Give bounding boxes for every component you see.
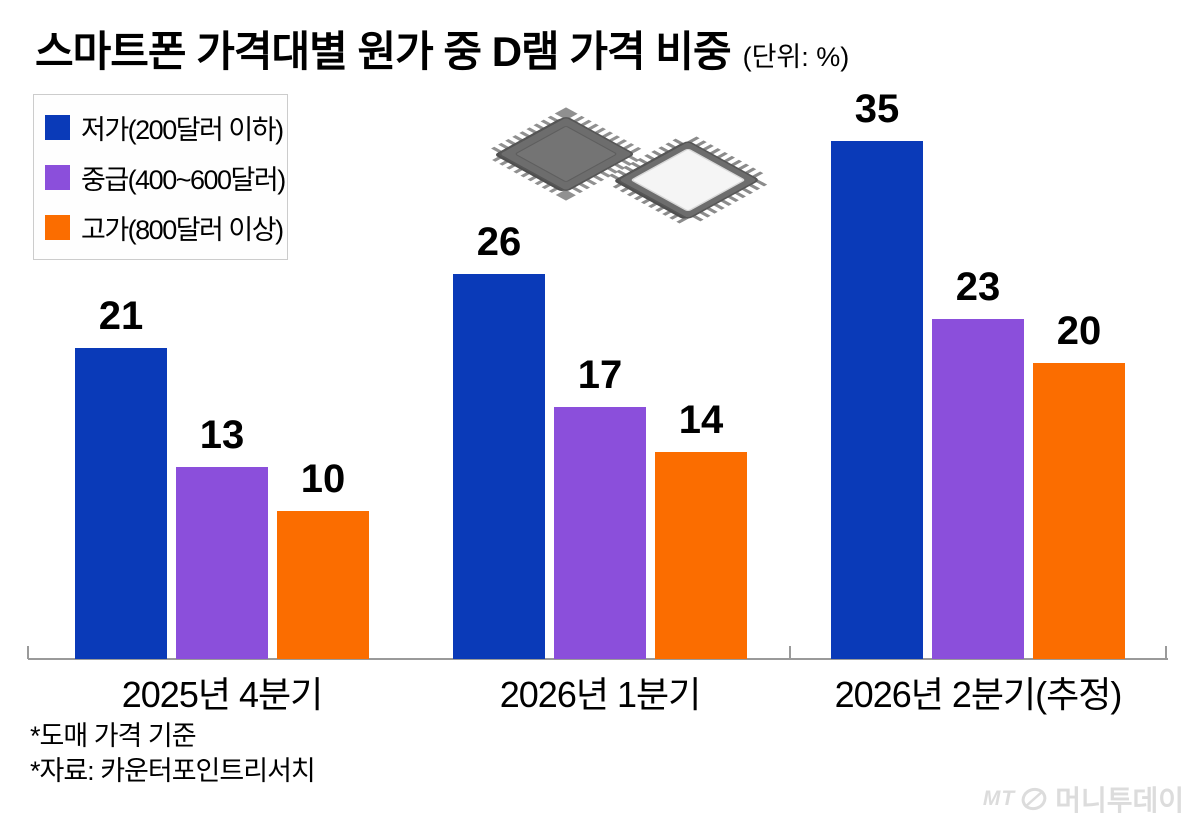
legend-swatch-high xyxy=(45,215,70,240)
dram-chip-dark-icon xyxy=(481,107,651,201)
category-label: 2025년 4분기 xyxy=(121,674,323,715)
bar xyxy=(831,141,923,659)
bar-value-label: 17 xyxy=(577,353,623,397)
bar xyxy=(277,511,369,659)
chart-title-block: 스마트폰 가격대별 원가 중 D램 가격 비중 (단위: %) xyxy=(35,18,849,79)
bar xyxy=(453,274,545,659)
legend-swatch-mid xyxy=(45,165,70,190)
x-axis-line xyxy=(28,658,1168,660)
x-axis-tick xyxy=(1165,646,1167,659)
bar-value-label: 21 xyxy=(98,294,144,338)
chart-title: 스마트폰 가격대별 원가 중 D램 가격 비중 xyxy=(35,28,732,75)
legend-box: 저가(200달러 이하) 중급(400~600달러) 고가(800달러 이상) xyxy=(33,94,288,260)
legend-item-high: 고가(800달러 이상) xyxy=(45,208,284,247)
bar-value-label: 20 xyxy=(1056,309,1102,353)
bar-value-label: 26 xyxy=(476,220,522,264)
bar-value-label: 35 xyxy=(854,87,900,131)
bar xyxy=(176,467,268,659)
chart-unit-label: (단위: %) xyxy=(742,42,850,72)
category-label: 2026년 1분기 xyxy=(499,674,701,715)
footnotes: *도매 가격 기준 *자료: 카운터포인트리서치 xyxy=(30,719,316,789)
legend-label-mid: 중급(400~600달러) xyxy=(81,165,286,195)
bar xyxy=(655,452,747,659)
bar xyxy=(554,407,646,659)
legend-item-low: 저가(200달러 이하) xyxy=(45,108,284,147)
logo-mt-text: MT xyxy=(982,787,1016,810)
legend-swatch-low xyxy=(45,115,70,140)
x-axis-tick xyxy=(27,646,29,659)
legend-label-high: 고가(800달러 이상) xyxy=(81,215,284,245)
bar-value-label: 10 xyxy=(300,457,346,501)
bar-value-label: 14 xyxy=(678,398,724,442)
legend-label-low: 저가(200달러 이하) xyxy=(81,115,284,145)
x-axis-tick xyxy=(789,646,791,659)
bar xyxy=(1033,363,1125,659)
bar xyxy=(932,319,1024,659)
moneytoday-logo: MT 머니투데이 xyxy=(983,779,1184,819)
bar-value-label: 13 xyxy=(199,413,245,457)
category-label: 2026년 2분기(추정) xyxy=(834,674,1123,715)
moneytoday-logo-icon xyxy=(1021,787,1047,811)
logo-brand-text: 머니투데이 xyxy=(1055,785,1184,816)
bar-value-label: 23 xyxy=(955,265,1001,309)
bar xyxy=(75,348,167,659)
memory-chips-illustration xyxy=(481,107,776,229)
legend-item-mid: 중급(400~600달러) xyxy=(45,158,286,197)
footnote-wholesale: *도매 가격 기준 xyxy=(30,721,197,751)
footnote-source: *자료: 카운터포인트리서치 xyxy=(30,756,316,786)
dram-chip-white-icon xyxy=(600,131,776,229)
